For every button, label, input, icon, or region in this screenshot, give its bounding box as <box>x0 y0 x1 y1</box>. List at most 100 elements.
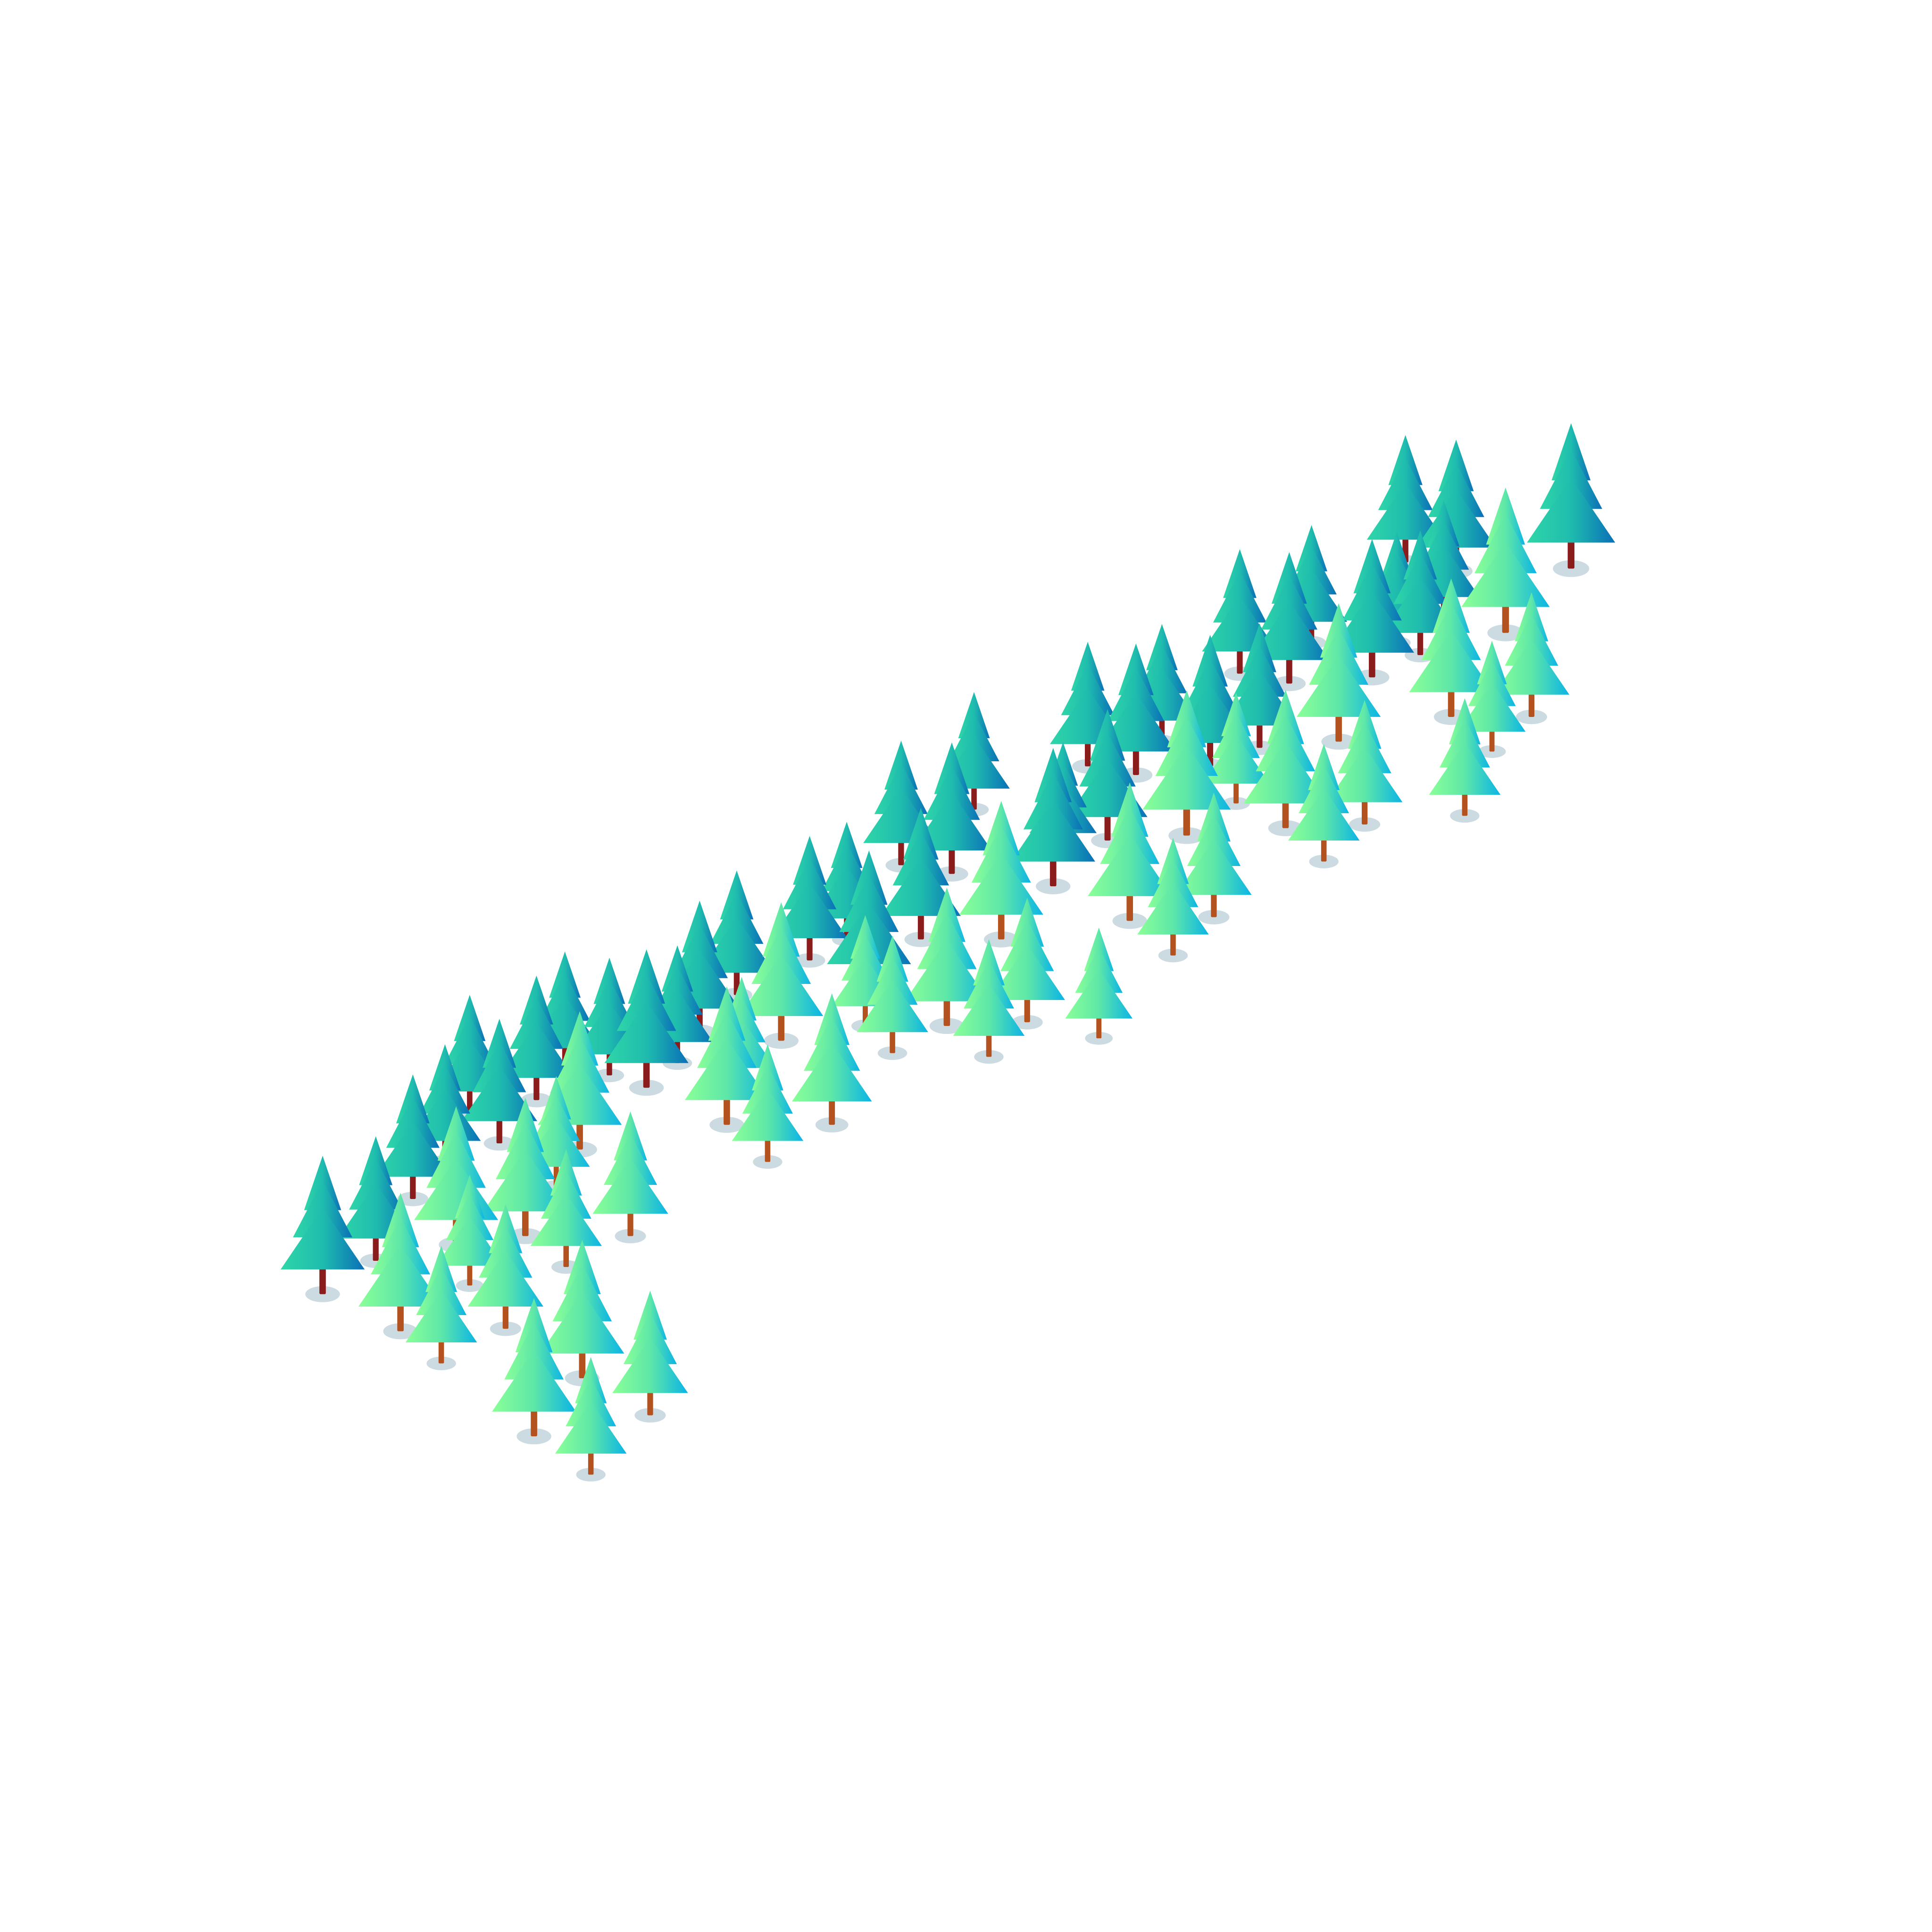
foliage-tier-3 <box>905 939 989 1001</box>
pine-tree-dark <box>280 1156 365 1302</box>
pine-tree-light <box>1297 603 1381 750</box>
tree-trunk <box>1084 741 1091 766</box>
tree-shadow <box>426 1357 456 1371</box>
foliage-tier-3 <box>1142 744 1231 810</box>
pine-tree-light <box>989 898 1065 1030</box>
foliage-tier-3 <box>499 1022 575 1078</box>
tree-trunk <box>533 1075 540 1100</box>
pine-tree-light <box>905 887 989 1034</box>
foliage-tier-3 <box>592 1158 668 1214</box>
foliage-tier-3 <box>881 857 961 916</box>
foliage-tier-3 <box>1288 788 1360 841</box>
foliage-tier-3 <box>1327 746 1403 802</box>
foliage-tier-3 <box>612 1337 688 1393</box>
pine-tree-light <box>739 902 824 1049</box>
tree-trunk <box>1211 892 1217 917</box>
tree-trunk <box>1126 893 1133 921</box>
foliage-tier-3 <box>530 1193 602 1246</box>
foliage-tier-3 <box>436 1216 504 1266</box>
tree-trunk <box>1335 714 1342 742</box>
foliage-tier-3 <box>1065 969 1133 1019</box>
tree-trunk <box>986 1033 992 1057</box>
forest <box>280 423 1616 1482</box>
pine-tree-light <box>953 939 1025 1064</box>
pine-tree-light <box>959 801 1043 948</box>
foliage-tier-3 <box>1088 834 1172 896</box>
foliage-tier-3 <box>555 1401 627 1454</box>
pine-tree-light <box>684 986 769 1133</box>
pine-tree-light <box>1288 744 1360 869</box>
pine-tree-dark <box>604 949 689 1096</box>
tree-trunk <box>1183 807 1190 836</box>
tree-trunk <box>1170 932 1176 956</box>
foliage-tier-3 <box>483 1149 567 1212</box>
foliage-tier-3 <box>540 1291 625 1354</box>
foliage-tier-3 <box>1330 591 1414 653</box>
tree-trunk <box>998 912 1005 940</box>
tree-shadow <box>877 1046 908 1060</box>
pine-tree-light <box>436 1174 504 1292</box>
tree-trunk <box>1321 838 1327 862</box>
tree-trunk <box>1024 998 1030 1023</box>
foliage-tier-3 <box>604 1001 689 1063</box>
tree-trunk <box>1049 859 1057 886</box>
pine-tree-light <box>483 1098 567 1244</box>
pine-tree-dark <box>461 1018 537 1151</box>
pine-tree-light <box>1142 690 1231 844</box>
foliage-tier-3 <box>732 1088 804 1141</box>
tree-trunk <box>1096 1016 1102 1039</box>
tree-trunk <box>1489 730 1495 752</box>
pine-tree-light <box>492 1298 576 1445</box>
tree-trunk <box>373 1236 379 1261</box>
tree-trunk <box>647 1391 653 1416</box>
tree-trunk <box>943 999 950 1026</box>
tree-trunk <box>1233 782 1239 804</box>
foliage-tier-3 <box>739 954 824 1016</box>
tree-trunk <box>522 1208 529 1236</box>
tree-trunk <box>579 1351 586 1378</box>
pine-tree-light <box>1429 698 1501 823</box>
pine-tree-light <box>1461 487 1550 641</box>
tree-trunk <box>467 1089 473 1113</box>
foliage-tier-3 <box>1409 630 1493 692</box>
tree-shadow <box>974 1050 1004 1064</box>
foliage-tier-3 <box>1176 839 1252 895</box>
pine-tree-light <box>1493 592 1570 724</box>
pine-tree-dark <box>499 975 575 1108</box>
tree-trunk <box>898 841 904 866</box>
tree-trunk <box>917 913 924 940</box>
pine-tree-light <box>555 1357 627 1482</box>
tree-trunk <box>502 1304 508 1329</box>
tree-trunk <box>1104 815 1111 841</box>
foliage-tier-3 <box>857 979 928 1033</box>
foliage-tier-3 <box>1458 682 1526 732</box>
foliage-tier-3 <box>358 1244 443 1307</box>
foliage-tier-3 <box>989 944 1065 1000</box>
tree-trunk <box>576 1122 583 1150</box>
tree-trunk <box>397 1304 404 1332</box>
tree-trunk <box>1237 649 1243 674</box>
tree-shadow <box>1168 827 1205 844</box>
tree-trunk <box>1462 792 1468 816</box>
pine-tree-light <box>540 1240 625 1387</box>
pine-tree-light <box>1065 927 1133 1045</box>
tree-trunk <box>890 1030 895 1053</box>
pine-tree-light <box>857 935 928 1060</box>
foliage-tier-3 <box>1461 542 1550 607</box>
foliage-tier-3 <box>461 1066 537 1121</box>
pine-tree-light <box>358 1192 443 1340</box>
pine-tree-light <box>1202 692 1270 810</box>
pine-tree-dark <box>699 870 775 1002</box>
tree-trunk <box>1282 801 1289 828</box>
pine-tree-dark <box>881 808 961 947</box>
tree-trunk <box>1257 723 1263 748</box>
tree-shadow <box>983 931 1019 948</box>
foliage-tier-3 <box>1493 639 1570 695</box>
foliage-tier-3 <box>1011 799 1095 862</box>
tree-trunk <box>438 1340 444 1364</box>
foliage-tier-3 <box>1527 477 1616 543</box>
foliage-tier-3 <box>1249 601 1329 660</box>
foliage-tier-3 <box>467 1251 543 1307</box>
tree-trunk <box>1362 800 1368 824</box>
